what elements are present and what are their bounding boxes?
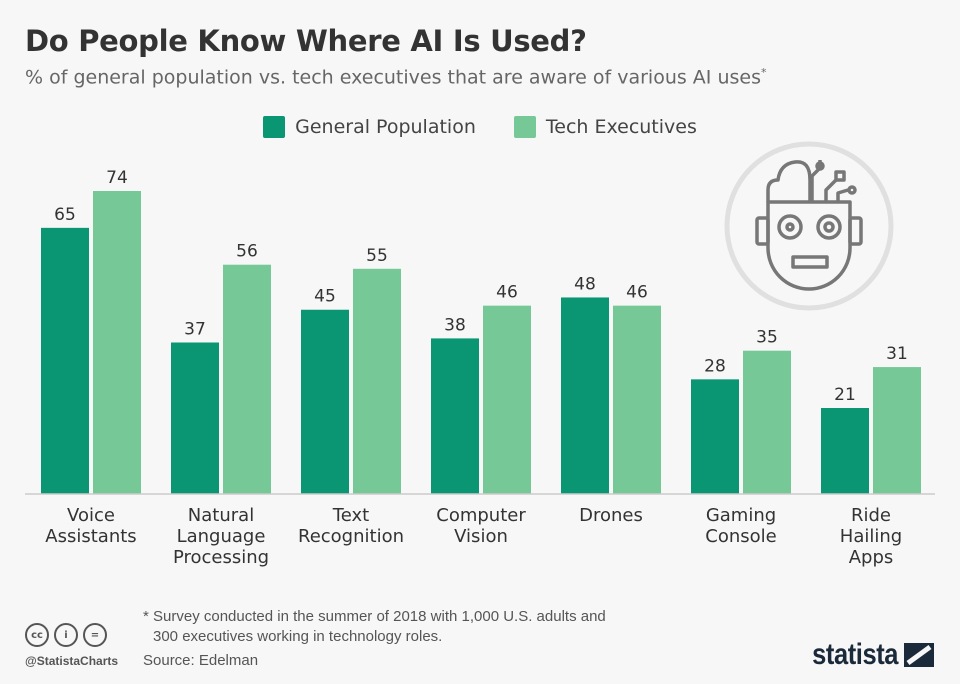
bar	[93, 191, 141, 494]
legend-label: General Population	[295, 116, 476, 138]
legend-swatch	[513, 116, 536, 138]
statista-logo-icon	[904, 643, 934, 667]
data-label: 45	[314, 287, 336, 307]
footnote-line: * Survey conducted in the summer of 2018…	[143, 608, 606, 625]
category-label: Voice	[67, 505, 115, 526]
legend-label: Tech Executives	[545, 116, 697, 138]
bar	[613, 305, 661, 494]
data-label: 74	[106, 168, 128, 188]
bar	[821, 408, 869, 494]
legend-item-tech-executives: Tech Executives	[513, 116, 697, 138]
data-label: 35	[756, 328, 778, 348]
bar	[301, 309, 349, 494]
subtitle-text: % of general population vs. tech executi…	[25, 66, 761, 89]
category-label: Console	[705, 526, 776, 547]
license-icons: cc i =	[25, 623, 107, 647]
category-label: Text	[332, 505, 369, 526]
data-label: 38	[444, 315, 466, 335]
data-label: 46	[626, 283, 648, 303]
category-label: Language	[177, 526, 266, 547]
bar	[171, 342, 219, 494]
footnote-mark: *	[760, 66, 767, 79]
twitter-handle: @StatistaCharts	[25, 654, 119, 668]
data-label: 31	[886, 344, 908, 364]
bar	[873, 367, 921, 494]
bar	[223, 264, 271, 494]
category-label: Apps	[849, 547, 894, 568]
category-label: Processing	[173, 547, 269, 568]
bar	[353, 268, 401, 494]
data-label: 46	[496, 283, 518, 303]
chart-title: Do People Know Where AI Is Used?	[25, 24, 587, 58]
bar	[41, 227, 89, 494]
cc-icon: cc	[25, 623, 49, 647]
data-label: 21	[834, 385, 856, 405]
category-label: Gaming	[706, 505, 776, 526]
bar	[483, 305, 531, 494]
data-label: 28	[704, 356, 726, 376]
category-label: Vision	[454, 526, 508, 547]
legend: General Population Tech Executives	[0, 116, 960, 138]
data-label: 48	[574, 274, 596, 294]
footnote: * Survey conducted in the summer of 2018…	[143, 607, 606, 647]
statista-logo[interactable]: statista	[797, 638, 934, 672]
brand-wordmark: statista	[812, 638, 898, 671]
data-label: 55	[366, 246, 388, 266]
category-label: Assistants	[45, 526, 136, 547]
legend-item-general-population: General Population	[263, 116, 476, 138]
chart-subtitle: % of general population vs. tech executi…	[25, 66, 766, 88]
data-label: 37	[184, 320, 206, 340]
attribution-icon: i	[54, 623, 78, 647]
bar	[561, 297, 609, 494]
bar	[691, 379, 739, 494]
no-derivatives-icon: =	[83, 623, 107, 647]
category-label: Computer	[436, 505, 526, 526]
category-label: Natural	[188, 505, 254, 526]
data-label: 56	[236, 242, 258, 262]
category-label: Recognition	[298, 526, 404, 547]
source: Source: Edelman	[143, 652, 259, 669]
data-label: 65	[54, 205, 76, 225]
bar	[743, 350, 791, 494]
category-label: Drones	[579, 505, 643, 526]
bar	[431, 338, 479, 494]
robot-head-icon	[724, 141, 894, 311]
footnote-line: 300 executives working in technology rol…	[153, 628, 443, 645]
category-label: Hailing	[840, 526, 902, 547]
category-label: Ride	[851, 505, 891, 526]
legend-swatch	[263, 116, 286, 138]
